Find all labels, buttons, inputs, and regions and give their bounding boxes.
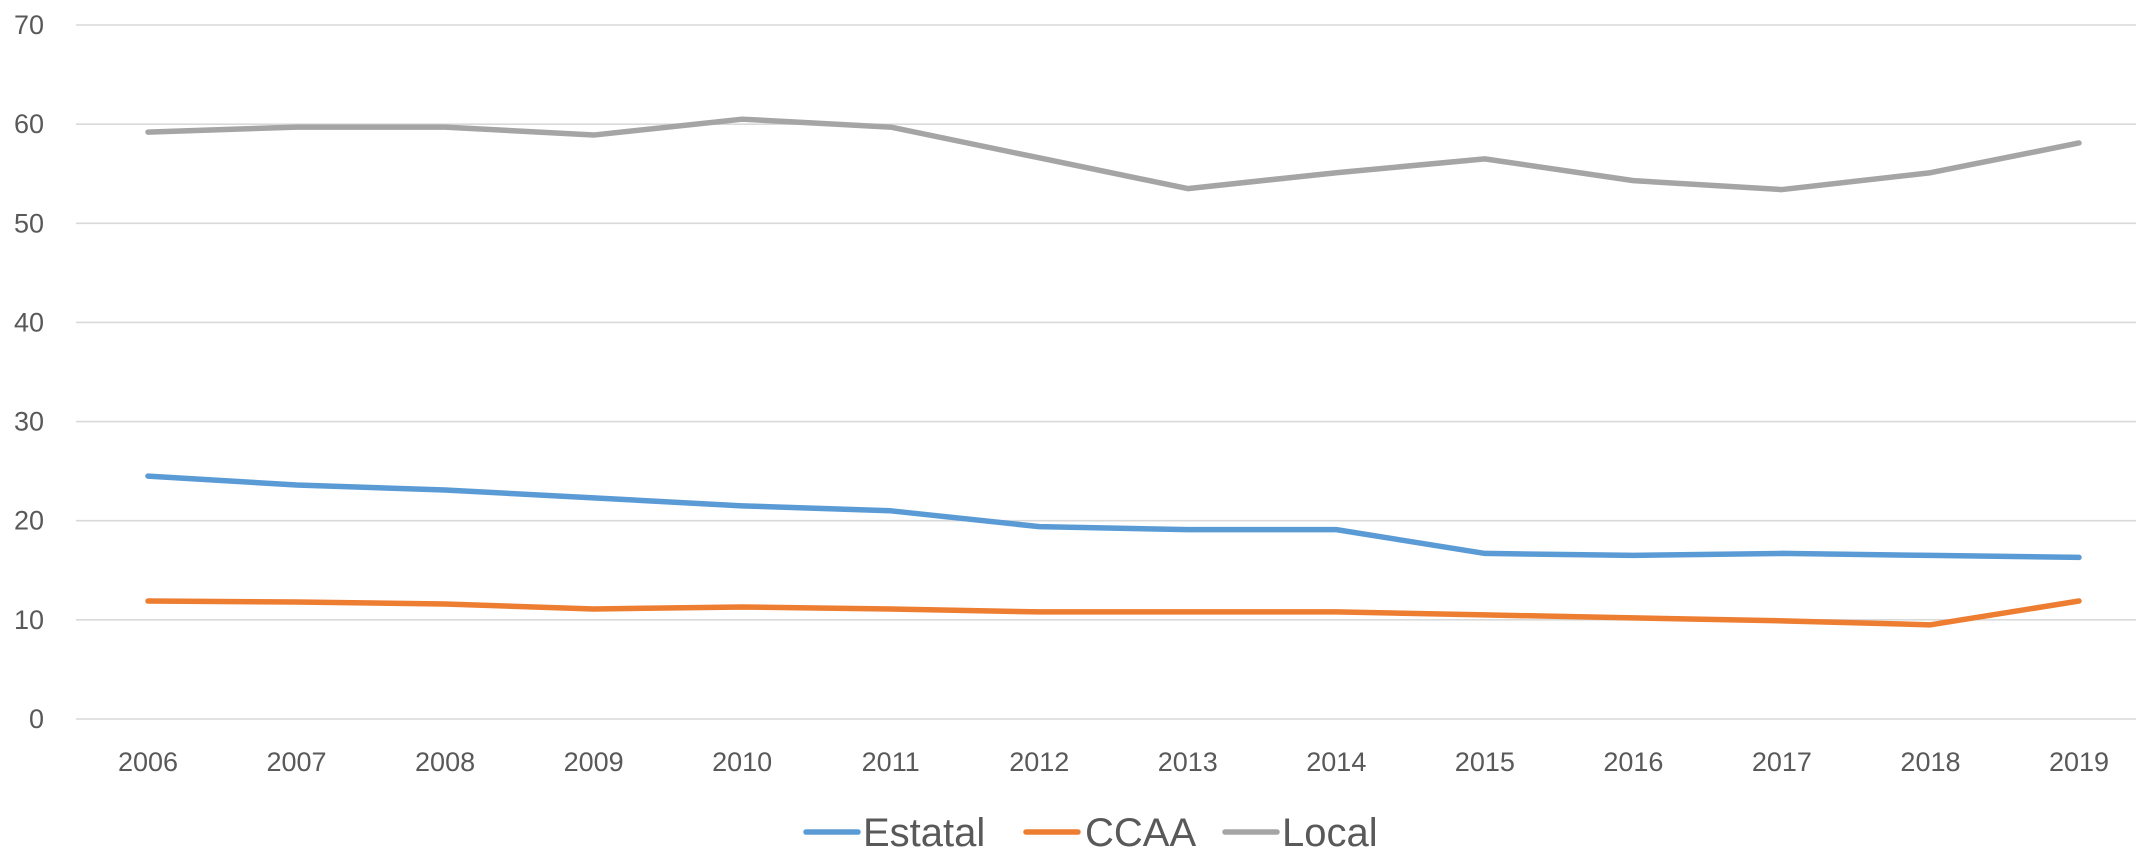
x-tick-label: 2007 [266, 747, 326, 777]
x-tick-label: 2009 [564, 747, 624, 777]
legend: Estatal CCAA Local [803, 811, 1378, 849]
x-tick-label: 2018 [1900, 747, 1960, 777]
gridlines [76, 24, 2136, 720]
y-tick-label: 70 [14, 10, 44, 40]
series-line-local [145, 116, 2082, 193]
x-tick-label: 2019 [2049, 747, 2109, 777]
legend-label: CCAA [1085, 811, 1196, 849]
y-tick-label: 30 [14, 407, 44, 437]
y-tick-label: 10 [14, 605, 44, 635]
x-tick-label: 2011 [862, 747, 920, 777]
series-lines [145, 116, 2082, 628]
x-tick-label: 2008 [415, 747, 475, 777]
x-tick-label: 2013 [1158, 747, 1218, 777]
legend-item-local: Local [1222, 811, 1378, 849]
x-axis-tick-labels: 2006 2007 2008 2009 2010 2011 2012 2013 2014 2015… [118, 747, 2109, 777]
y-axis-tick-labels: 0 10 20 30 40 50 60 70 [14, 10, 44, 734]
x-tick-label: 2017 [1752, 747, 1812, 777]
x-tick-label: 2006 [118, 747, 178, 777]
y-tick-label: 40 [14, 307, 44, 337]
y-tick-label: 50 [14, 208, 44, 238]
x-tick-label: 2015 [1455, 747, 1515, 777]
series-line-ccaa [145, 598, 2082, 628]
x-tick-label: 2010 [712, 747, 772, 777]
x-tick-label: 2012 [1009, 747, 1069, 777]
legend-item-estatal: Estatal [803, 811, 985, 849]
legend-item-ccaa: CCAA [1023, 811, 1196, 849]
legend-label: Local [1282, 811, 1378, 849]
x-tick-label: 2016 [1603, 747, 1663, 777]
x-tick-label: 2014 [1306, 747, 1366, 777]
y-tick-label: 60 [14, 109, 44, 139]
y-tick-label: 0 [29, 704, 44, 734]
legend-label: Estatal [863, 811, 985, 849]
y-tick-label: 20 [14, 506, 44, 536]
series-line-estatal [145, 473, 2082, 561]
